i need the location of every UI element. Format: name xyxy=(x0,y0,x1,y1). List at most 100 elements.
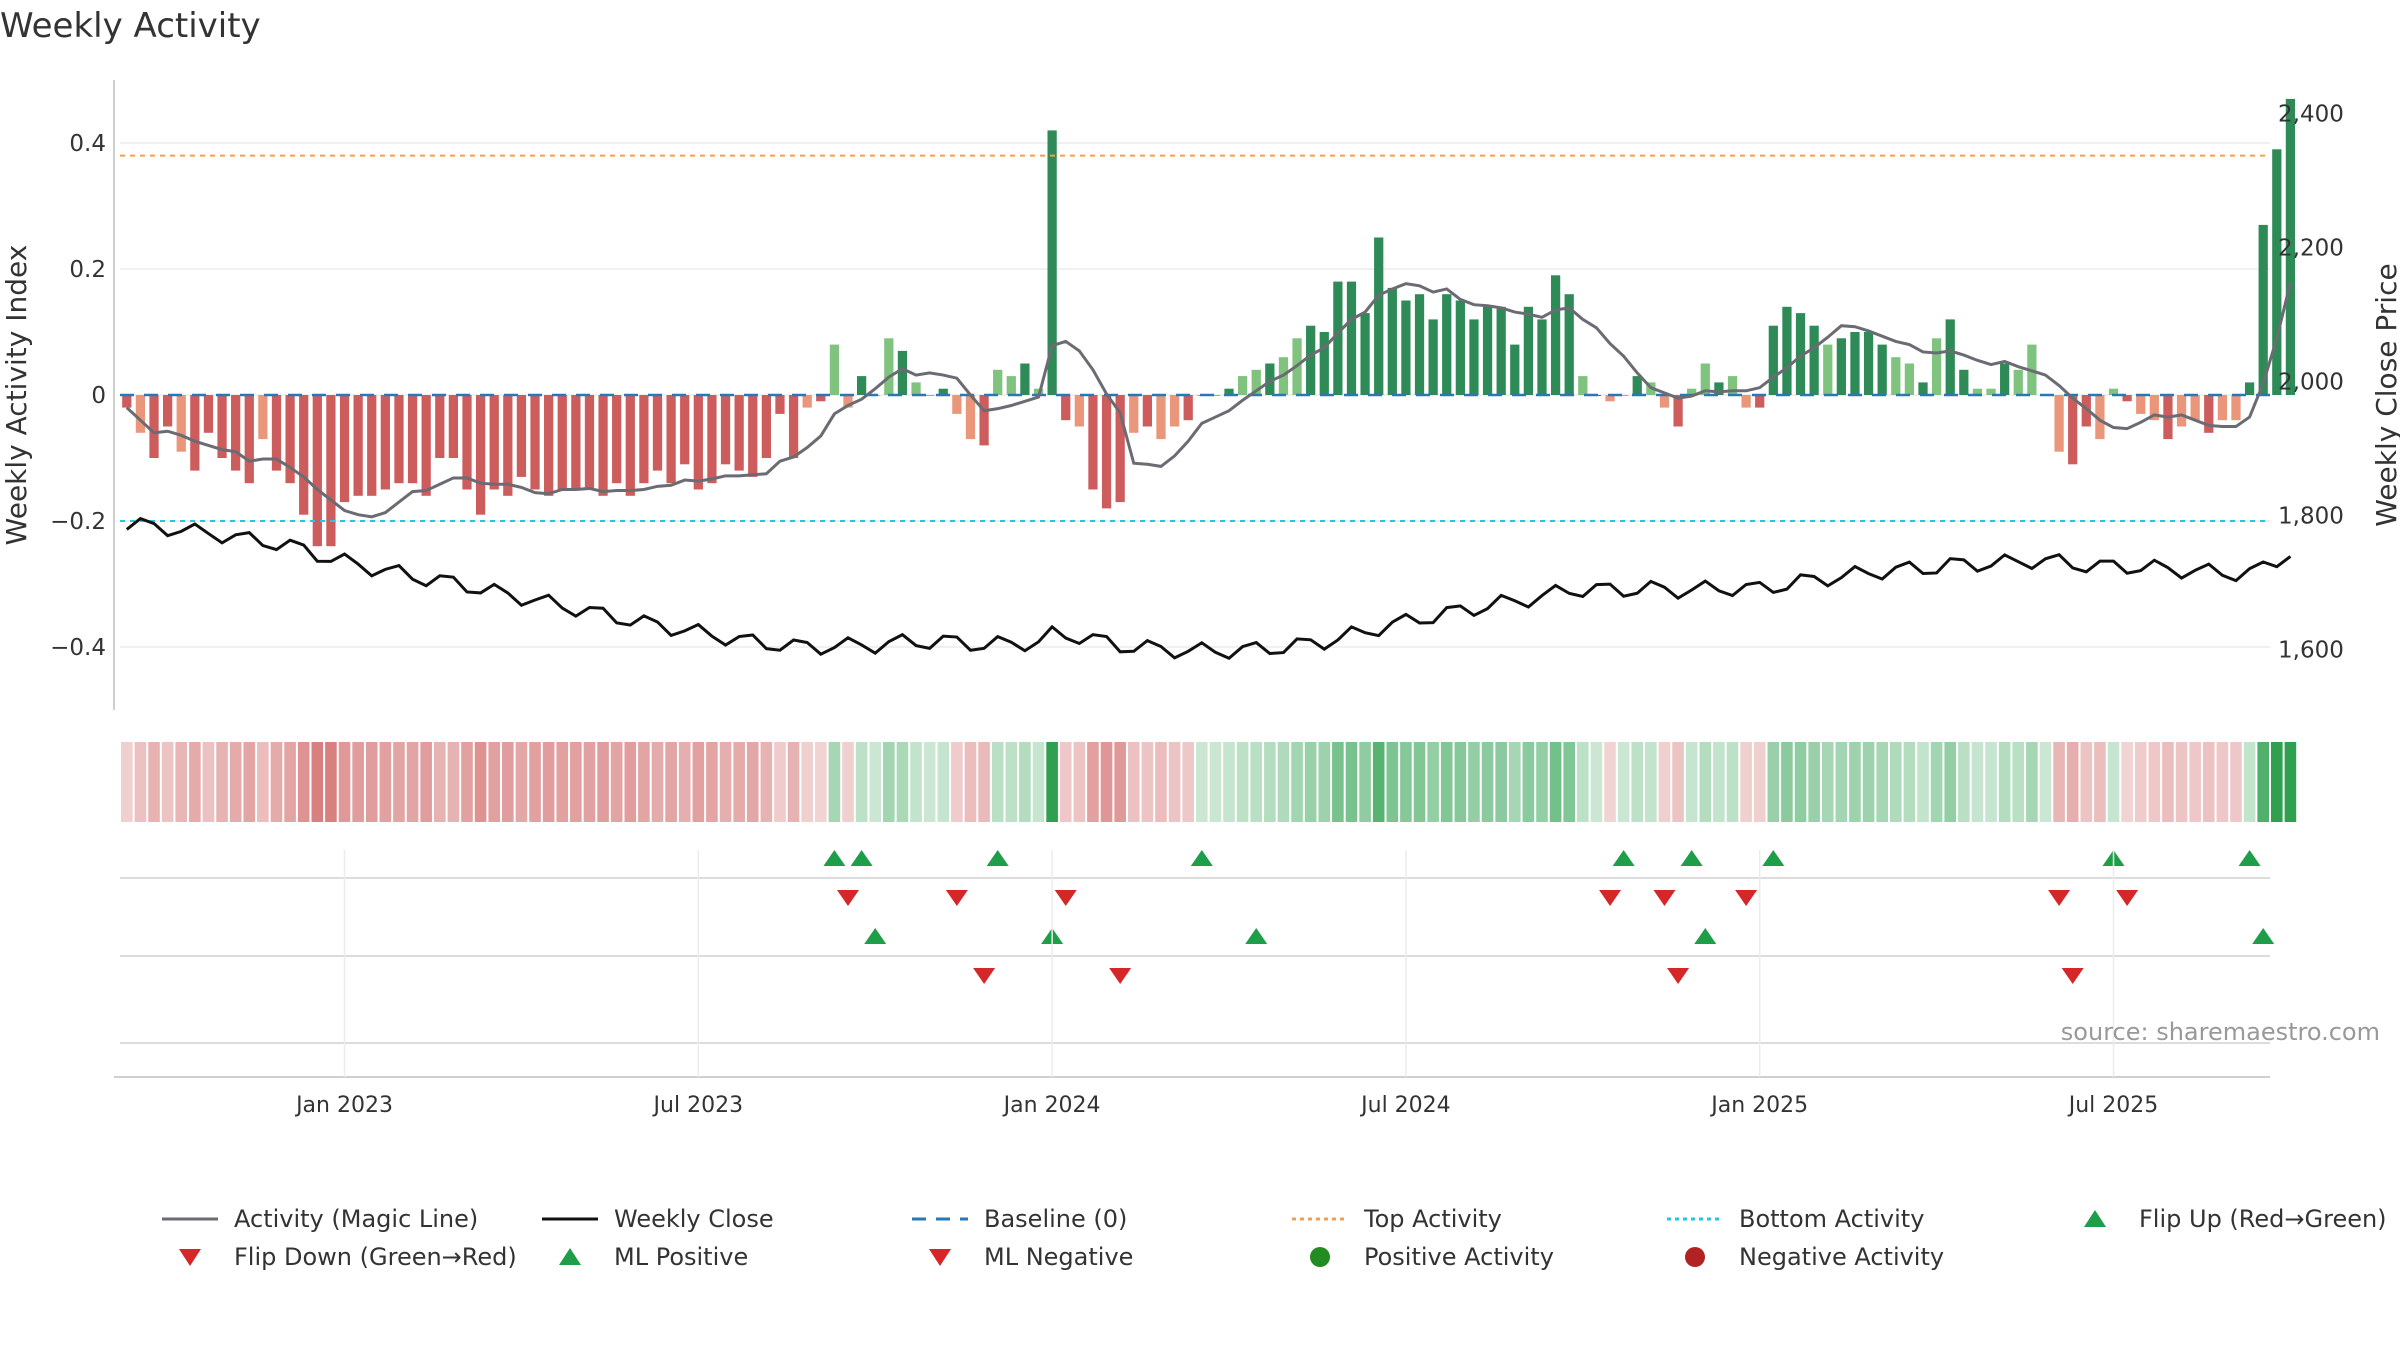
activity-bar xyxy=(1374,237,1384,395)
activity-bar xyxy=(1156,395,1166,440)
flip-down-marker xyxy=(837,890,860,906)
heat-cell xyxy=(842,742,854,822)
heat-cell xyxy=(556,742,569,822)
activity-bar xyxy=(1387,287,1397,395)
activity-bar xyxy=(1727,376,1738,395)
solid-line-black-icon xyxy=(542,1217,598,1221)
flip-down-marker xyxy=(945,890,968,906)
activity-bar xyxy=(1047,130,1057,395)
activity-bar xyxy=(299,395,309,515)
heat-cell xyxy=(2026,742,2038,822)
activity-bar xyxy=(1863,332,1874,395)
heat-cell xyxy=(1577,742,1589,822)
activity-bar xyxy=(190,395,200,471)
heat-cell xyxy=(801,742,813,822)
activity-bar xyxy=(2190,395,2200,421)
heat-cell xyxy=(1291,742,1303,822)
activity-bar xyxy=(2244,382,2255,395)
activity-bar xyxy=(1251,369,1261,395)
heat-cell xyxy=(692,742,705,822)
heat-cell xyxy=(638,742,650,822)
activity-bar xyxy=(748,395,758,477)
heat-cell xyxy=(1495,742,1507,822)
right-tick-label: 1,600 xyxy=(2278,638,2344,664)
activity-bar xyxy=(394,395,404,484)
heat-cell xyxy=(2134,742,2147,822)
activity-bar xyxy=(1074,395,1084,427)
activity-bar xyxy=(1006,376,1016,395)
activity-bar xyxy=(448,395,459,458)
heat-cell xyxy=(216,742,228,822)
activity-bar xyxy=(149,395,159,458)
heat-cell xyxy=(678,742,691,822)
heat-cell xyxy=(760,742,773,822)
activity-bar xyxy=(1850,332,1860,395)
activity-bar xyxy=(897,350,908,395)
activity-bar xyxy=(829,344,840,395)
activity-bar xyxy=(1306,325,1316,395)
activity-bar xyxy=(2272,149,2282,395)
activity-bar xyxy=(571,395,581,490)
activity-bar xyxy=(993,369,1003,395)
activity-bar xyxy=(326,395,336,547)
heat-cell xyxy=(1617,742,1630,822)
heat-cell xyxy=(1645,742,1657,822)
heat-cell xyxy=(1726,742,1739,822)
activity-bar xyxy=(1945,319,1955,395)
heat-cell xyxy=(570,742,582,822)
triangle-up-icon xyxy=(2084,1210,2106,1227)
heat-cell xyxy=(1005,742,1018,822)
right-tick-label: 2,200 xyxy=(2278,236,2344,262)
activity-bar xyxy=(2231,395,2241,421)
activity-bar xyxy=(1550,275,1561,395)
activity-bar xyxy=(2122,395,2132,402)
heat-cell xyxy=(148,742,160,822)
legend-label: Bottom Activity xyxy=(1739,1205,1925,1233)
heat-cell xyxy=(1998,742,2011,822)
heat-cell xyxy=(1835,742,1848,822)
heat-cell xyxy=(1740,742,1752,822)
heat-cell xyxy=(1699,742,1712,822)
activity-bar xyxy=(312,395,322,547)
signal-markers xyxy=(120,850,2275,1044)
activity-bar xyxy=(2108,388,2119,395)
legend-label: Top Activity xyxy=(1364,1205,1502,1233)
heat-cell xyxy=(719,742,732,822)
heat-cell xyxy=(1454,742,1467,822)
activity-bar xyxy=(1537,319,1547,395)
heat-cell xyxy=(311,742,324,822)
heat-cell xyxy=(1563,742,1576,822)
activity-bar xyxy=(516,395,527,477)
flip-up-marker xyxy=(1612,850,1635,866)
activity-bar xyxy=(707,395,717,484)
heat-cell xyxy=(1468,742,1480,822)
activity-bar xyxy=(1346,281,1357,395)
flip-down-marker xyxy=(1599,890,1622,906)
activity-bar xyxy=(231,395,241,471)
left-tick-label: −0.4 xyxy=(50,635,106,661)
heat-cell xyxy=(1304,742,1317,822)
activity-bar xyxy=(2013,369,2023,395)
activity-bar xyxy=(938,388,948,395)
activity-bar xyxy=(1714,382,1724,395)
heat-cell xyxy=(828,742,841,822)
activity-bar xyxy=(380,395,390,490)
dot-green-icon xyxy=(1310,1247,1330,1267)
heat-cell xyxy=(1400,742,1412,822)
heat-cell xyxy=(189,742,201,822)
heat-cell xyxy=(1277,742,1290,822)
activity-bar xyxy=(1836,338,1846,395)
left-tick-label: 0.2 xyxy=(69,257,106,283)
activity-bar xyxy=(1523,306,1534,395)
page-title: Weekly Activity xyxy=(0,6,261,46)
heat-cell xyxy=(229,742,242,822)
dot-red-icon xyxy=(1685,1247,1705,1267)
heat-cell xyxy=(774,742,786,822)
activity-bar xyxy=(693,395,703,490)
activity-bar xyxy=(734,395,744,471)
heat-cell xyxy=(1087,742,1099,822)
flip-up-marker xyxy=(1680,850,1703,866)
heat-cell xyxy=(257,742,269,822)
heat-cell xyxy=(1359,742,1371,822)
flip-down-marker xyxy=(1653,890,1676,906)
